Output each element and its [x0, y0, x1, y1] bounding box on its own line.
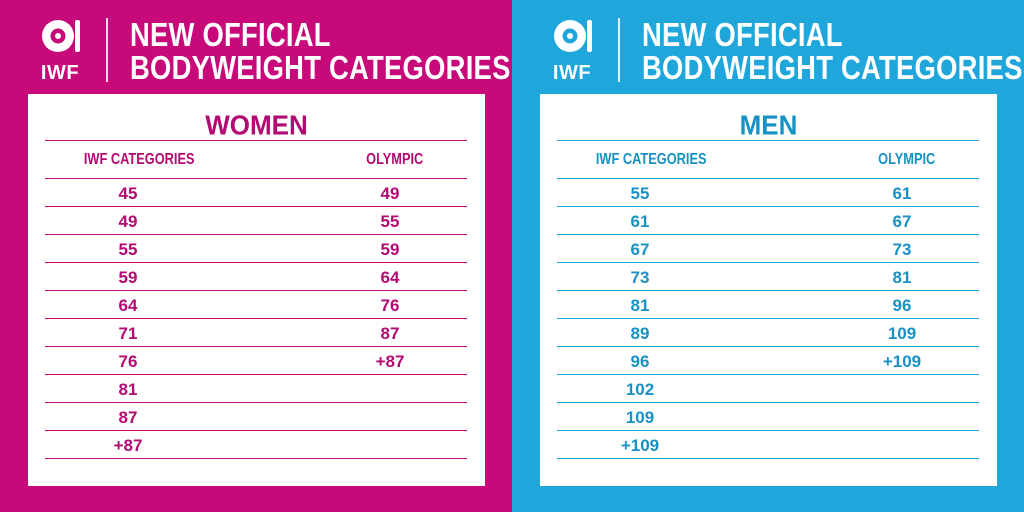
cell-iwf-category: 71	[118, 324, 138, 343]
row-rule	[45, 374, 467, 375]
row-rule	[557, 430, 979, 431]
row-rule	[557, 458, 979, 459]
cell-iwf-category: 87	[118, 408, 138, 427]
cell-olympic-category: 49	[380, 184, 400, 203]
cell-iwf-category: 64	[118, 296, 138, 315]
row-rule	[557, 262, 979, 263]
cell-olympic-category: 81	[892, 268, 912, 287]
cell-olympic-category: 96	[892, 296, 912, 315]
row-rule	[557, 402, 979, 403]
cell-iwf-category: 67	[630, 240, 650, 259]
cell-iwf-category: 96	[630, 352, 650, 371]
cell-olympic-category: 55	[380, 212, 400, 231]
cell-iwf-category: 109	[625, 408, 655, 427]
cell-iwf-category: 49	[118, 212, 138, 231]
title-line-2: BODYWEIGHT CATEGORIES	[642, 49, 1023, 86]
cell-iwf-category: +109	[620, 436, 660, 455]
cell-olympic-category: 67	[892, 212, 912, 231]
row-rule	[45, 458, 467, 459]
section-title: WOMEN	[205, 109, 308, 141]
barbell-plate-icon	[554, 20, 592, 52]
men-panel: IWF NEW OFFICIAL BODYWEIGHT CATEGORIES M…	[512, 0, 1024, 512]
divider	[106, 18, 108, 82]
title-line-2: BODYWEIGHT CATEGORIES	[130, 49, 511, 86]
cell-olympic-category: 73	[892, 240, 912, 259]
cell-olympic-category: +109	[882, 352, 922, 371]
row-rule	[45, 430, 467, 431]
row-rule	[557, 318, 979, 319]
women-panel: IWF NEW OFFICIAL BODYWEIGHT CATEGORIES W…	[0, 0, 512, 512]
cell-iwf-category: 81	[118, 380, 138, 399]
divider	[618, 18, 620, 82]
column-header-iwf: IWF CATEGORIES	[595, 151, 707, 168]
header-rule	[557, 140, 979, 141]
header-rule	[45, 140, 467, 141]
cell-iwf-category: 102	[625, 380, 655, 399]
cell-olympic-category: 64	[380, 268, 400, 287]
row-rule	[557, 234, 979, 235]
row-rule	[45, 290, 467, 291]
logo-text: IWF	[40, 62, 80, 84]
men-table: MEN IWF CATEGORIES OLYMPIC 55 61 61 67 67 73 7…	[540, 94, 997, 486]
women-table: WOMEN IWF CATEGORIES OLYMPIC 45 49 49 55 55 5…	[28, 94, 485, 486]
cell-iwf-category: 89	[630, 324, 650, 343]
row-rule	[45, 178, 467, 179]
column-header-olympic: OLYMPIC	[366, 151, 424, 168]
row-rule	[45, 402, 467, 403]
row-rule	[557, 178, 979, 179]
cell-iwf-category: 81	[630, 296, 650, 315]
row-rule	[45, 234, 467, 235]
column-header-olympic: OLYMPIC	[878, 151, 936, 168]
page-title: NEW OFFICIAL BODYWEIGHT CATEGORIES	[642, 18, 1023, 84]
cell-iwf-category: 45	[118, 184, 138, 203]
row-rule	[557, 374, 979, 375]
row-rule	[557, 206, 979, 207]
row-rule	[45, 262, 467, 263]
section-title: MEN	[739, 109, 798, 141]
barbell-plate-icon	[42, 20, 80, 52]
cell-iwf-category: 59	[118, 268, 138, 287]
cell-iwf-category: 55	[118, 240, 138, 259]
row-rule	[557, 346, 979, 347]
cell-iwf-category: 55	[630, 184, 650, 203]
cell-iwf-category: 73	[630, 268, 650, 287]
cell-olympic-category: 61	[892, 184, 912, 203]
row-rule	[45, 318, 467, 319]
cell-olympic-category: 59	[380, 240, 400, 259]
column-header-iwf: IWF CATEGORIES	[83, 151, 195, 168]
iwf-logo: IWF	[34, 16, 92, 84]
cell-iwf-category: 61	[630, 212, 650, 231]
row-rule	[45, 206, 467, 207]
cell-olympic-category: 109	[887, 324, 917, 343]
logo-text: IWF	[552, 62, 592, 84]
cell-olympic-category: +87	[375, 352, 405, 371]
iwf-logo: IWF	[546, 16, 604, 84]
page-title: NEW OFFICIAL BODYWEIGHT CATEGORIES	[130, 18, 511, 84]
row-rule	[45, 346, 467, 347]
cell-iwf-category: +87	[113, 436, 143, 455]
cell-olympic-category: 87	[380, 324, 400, 343]
cell-iwf-category: 76	[118, 352, 138, 371]
row-rule	[557, 290, 979, 291]
title-line-1: NEW OFFICIAL	[642, 16, 843, 53]
cell-olympic-category: 76	[380, 296, 400, 315]
title-line-1: NEW OFFICIAL	[130, 16, 331, 53]
